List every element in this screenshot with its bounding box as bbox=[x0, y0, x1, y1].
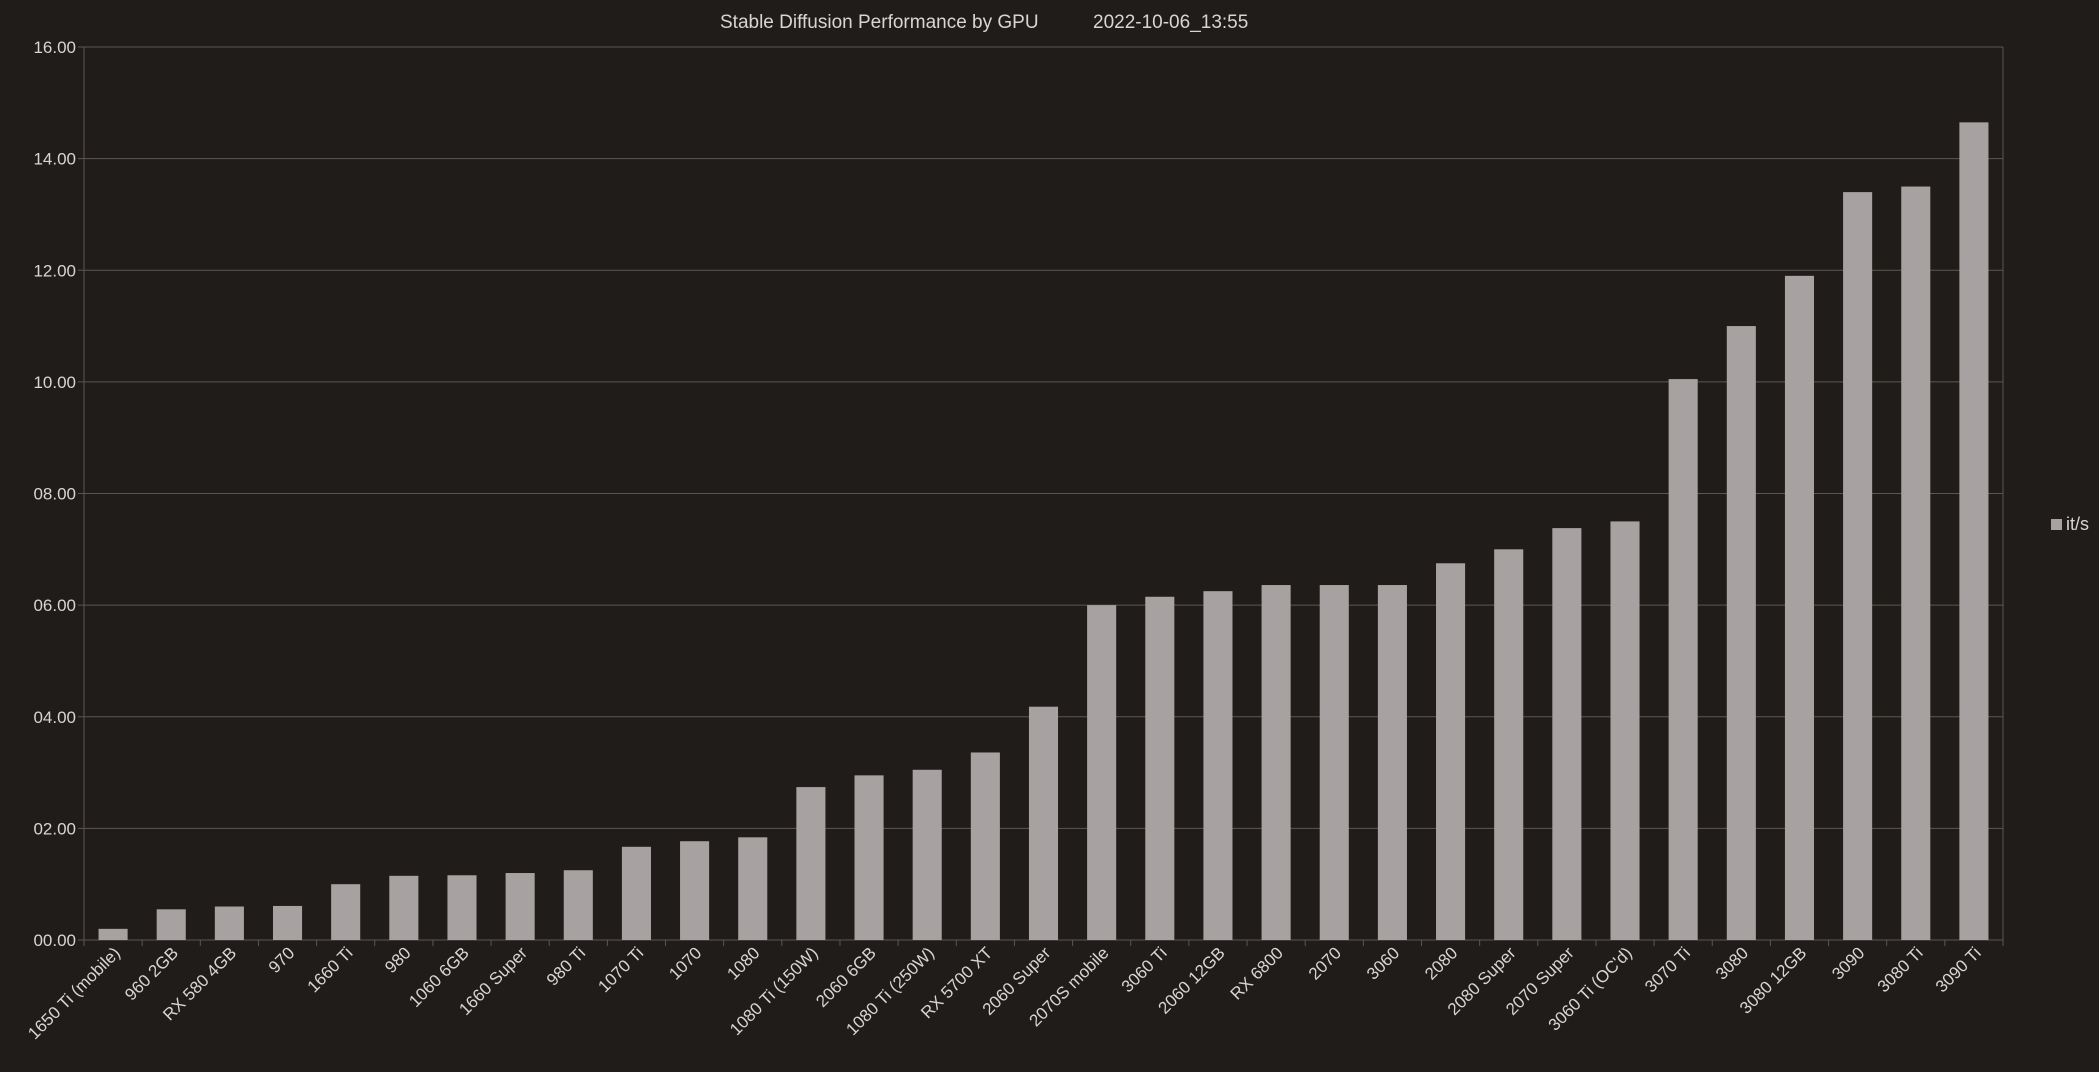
bar bbox=[389, 875, 419, 940]
bar bbox=[331, 884, 361, 940]
bar bbox=[1028, 706, 1059, 940]
bar bbox=[738, 837, 768, 940]
chart-timestamp: 2022-10-06_13:55 bbox=[1093, 12, 1248, 33]
bar bbox=[1668, 379, 1698, 941]
legend-swatch bbox=[2051, 519, 2062, 530]
legend-label: it/s bbox=[2066, 514, 2089, 534]
bar bbox=[272, 905, 303, 940]
y-tick-label: 06.00 bbox=[33, 596, 76, 615]
y-tick-label: 14.00 bbox=[33, 150, 76, 169]
bar bbox=[1552, 528, 1582, 940]
y-tick-label: 12.00 bbox=[33, 261, 76, 280]
bar bbox=[563, 870, 593, 940]
y-tick-label: 08.00 bbox=[33, 485, 76, 504]
y-tick-label: 00.00 bbox=[33, 931, 76, 950]
bar bbox=[1436, 563, 1466, 940]
bar bbox=[447, 875, 477, 940]
bar bbox=[1610, 521, 1640, 940]
y-axis: 00.00 02.00 04.00 06.00 08.00 10.00 12.00 14.00… bbox=[33, 38, 84, 950]
bar bbox=[1319, 585, 1349, 940]
y-tick-label: 02.00 bbox=[33, 819, 76, 838]
bar bbox=[1959, 122, 1989, 941]
bar bbox=[854, 775, 884, 940]
bar bbox=[1377, 585, 1407, 940]
bar bbox=[970, 752, 1000, 940]
bar bbox=[1145, 596, 1175, 940]
bar bbox=[156, 909, 186, 940]
bar bbox=[1784, 275, 1815, 940]
bar bbox=[1726, 326, 1756, 940]
bar bbox=[505, 873, 535, 940]
legend: it/s bbox=[2051, 514, 2089, 534]
y-tick-label: 16.00 bbox=[33, 38, 76, 57]
bar bbox=[680, 841, 710, 940]
bar bbox=[98, 928, 128, 940]
bar bbox=[1901, 186, 1931, 940]
bar bbox=[214, 906, 244, 940]
y-tick-label: 10.00 bbox=[33, 373, 76, 392]
bar bbox=[1494, 549, 1524, 940]
bar bbox=[621, 846, 651, 940]
bar bbox=[1203, 591, 1233, 940]
bar bbox=[912, 769, 942, 940]
bar bbox=[796, 787, 826, 940]
bar bbox=[1087, 605, 1117, 940]
bars bbox=[98, 122, 1989, 941]
chart-title: Stable Diffusion Performance by GPU bbox=[720, 12, 1039, 33]
bar bbox=[1261, 585, 1291, 940]
bar bbox=[1843, 192, 1873, 941]
y-tick-label: 04.00 bbox=[33, 708, 76, 727]
